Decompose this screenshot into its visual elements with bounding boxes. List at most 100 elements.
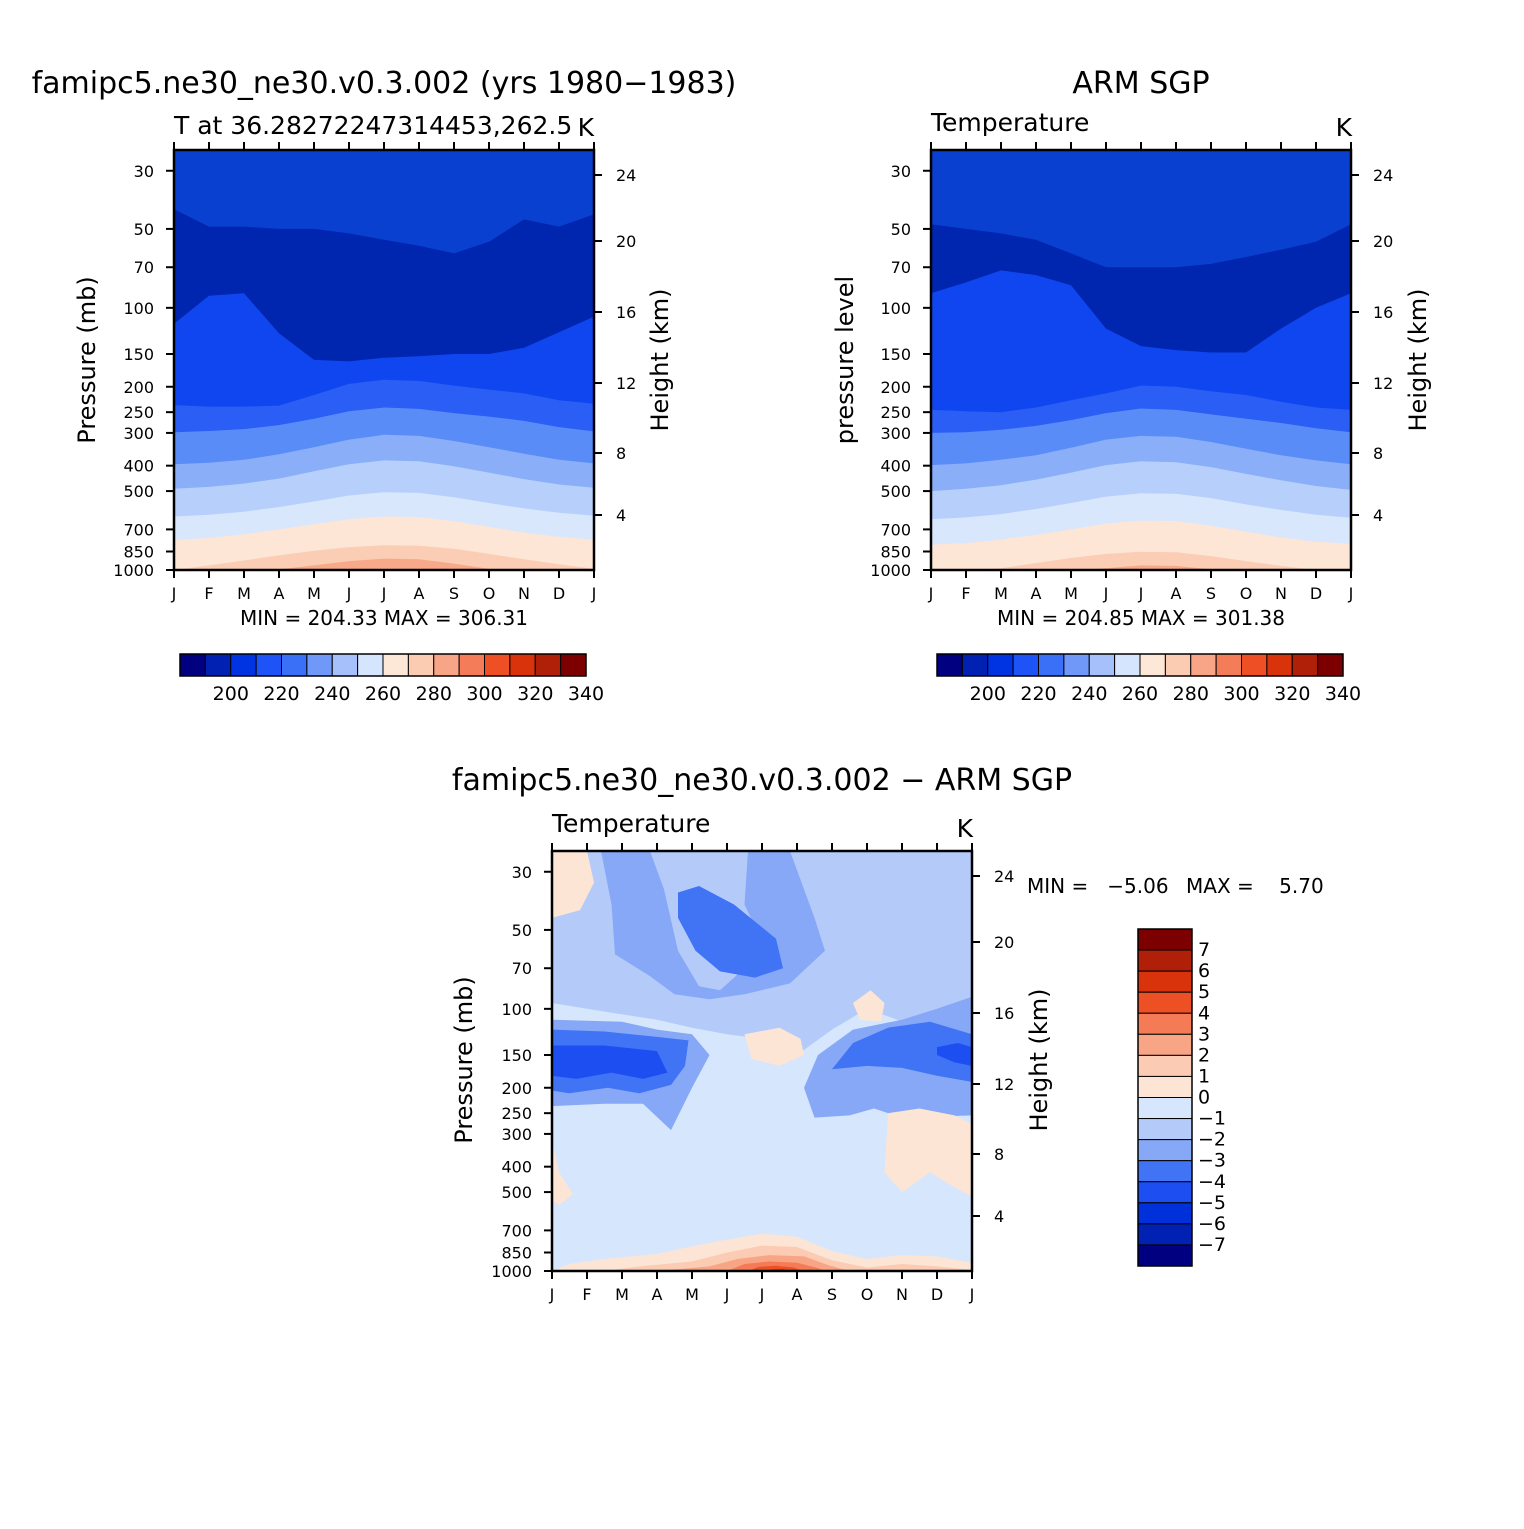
x-tick-label: S [449, 584, 459, 603]
colorbar-label: 300 [1223, 683, 1259, 705]
colorbar-box [1137, 928, 1193, 951]
y-tick-label: 30 [512, 863, 532, 882]
colorbar-box [1164, 653, 1192, 677]
contour-region [744, 1027, 804, 1066]
y-tick-label: 50 [891, 220, 911, 239]
panel-model-units-label: K [578, 113, 595, 142]
x-tick-label: A [1171, 584, 1182, 603]
colorbar-box [484, 653, 511, 677]
x-tick-label: M [615, 1285, 629, 1304]
colorbar-label: −3 [1198, 1150, 1226, 1172]
contour-fill-band [174, 558, 594, 570]
colorbar-box [1137, 1223, 1193, 1246]
contour-fill-band [931, 520, 1351, 570]
colorbar-box [509, 653, 536, 677]
colorbar-box [1137, 991, 1193, 1014]
y-tick-label: 100 [501, 1000, 532, 1019]
plot-frame [550, 849, 974, 1273]
colorbar-box [961, 653, 989, 677]
x-tick-label: J [724, 1285, 730, 1304]
y-tick-label: 150 [880, 345, 911, 364]
colorbar-label: 260 [1122, 683, 1158, 705]
y-tick-label: 700 [501, 1221, 532, 1240]
y2-tick-label: 20 [1373, 232, 1393, 251]
panel-obs-units-label: K [1336, 113, 1353, 142]
colorbar-label: 260 [365, 683, 401, 705]
y-tick-label: 150 [123, 345, 154, 364]
panel-diff-stats-max: MAX = 5.70 [1186, 874, 1324, 898]
colorbar-box [1088, 653, 1116, 677]
y2-tick-label: 20 [994, 933, 1014, 952]
colorbar-box [1137, 1118, 1193, 1141]
colorbar-box [1114, 653, 1141, 677]
colorbar-frame [1137, 928, 1193, 1267]
contour-region [552, 1141, 573, 1205]
colorbar-label: −4 [1198, 1171, 1226, 1193]
y-tick-label: 200 [501, 1079, 532, 1098]
colorbar-box [1012, 653, 1040, 677]
x-tick-label: A [1031, 584, 1042, 603]
y-tick-label: 50 [512, 921, 532, 940]
colorbar-box [1137, 1097, 1193, 1120]
panel-diff-plot: J F M A M J J A S O N D J 30 50 70 100 150 200 250 300 400 500… [491, 843, 1014, 1304]
x-tick-label: J [1103, 584, 1109, 603]
y-tick-label: 400 [123, 457, 154, 476]
colorbar-box [1137, 949, 1193, 972]
y-tick-label: 400 [880, 457, 911, 476]
y-tick-label: 300 [501, 1125, 532, 1144]
panel-diff-y2-axis-label: Height (km) [1025, 989, 1053, 1132]
x-tick-label: J [591, 584, 597, 603]
panel-model-colorbar: 200 220 240 260 280 300 320 340 [179, 653, 604, 705]
contour-region [853, 990, 885, 1022]
colorbar-box [560, 653, 587, 677]
panel-model-y2-axis-label: Height (km) [646, 289, 674, 432]
colorbar-label: 0 [1198, 1087, 1210, 1109]
colorbar-box [1317, 653, 1344, 677]
colorbar-box [1291, 653, 1319, 677]
x-tick-label: M [1064, 584, 1078, 603]
plot-frame [172, 148, 596, 572]
panel-obs-stats: MIN = 204.85 MAX = 301.38 [997, 606, 1285, 630]
panel-obs-title: ARM SGP [1072, 66, 1209, 101]
panel-diff-left-label: Temperature [551, 809, 710, 838]
colorbar-box [1190, 653, 1217, 677]
panel-diff-units-label: K [957, 814, 974, 843]
panel-obs-y-axis-label: pressure level [831, 276, 859, 444]
y2-tick-label: 12 [994, 1075, 1014, 1094]
y-tick-label: 250 [880, 403, 911, 422]
colorbar-label: 240 [1071, 683, 1107, 705]
y2-tick-label: 20 [616, 232, 636, 251]
y-tick-label: 250 [501, 1104, 532, 1123]
colorbar-box [1137, 1139, 1193, 1162]
y2-tick-label: 24 [994, 867, 1014, 886]
x-tick-label: M [685, 1285, 699, 1304]
x-tick-label: N [896, 1285, 908, 1304]
x-tick-label: M [994, 584, 1008, 603]
colorbar-box [281, 653, 308, 677]
y2-tick-label: 16 [616, 303, 636, 322]
colorbar-label: 5 [1198, 981, 1210, 1003]
panel-model-left-label: T at 36.28272247314453,262.5 [173, 111, 572, 140]
y-tick-label: 70 [134, 258, 154, 277]
contour-region [748, 1265, 804, 1271]
y-tick-label: 500 [501, 1183, 532, 1202]
colorbar-box [534, 653, 562, 677]
panel-model-plot: J F M A M J J A S O N D J 30 50 70 100 150 200 250 300 400 500… [113, 142, 636, 603]
y2-tick-label: 24 [616, 166, 636, 185]
panel-model-stats: MIN = 204.33 MAX = 306.31 [240, 606, 528, 630]
y-tick-label: 50 [134, 220, 154, 239]
colorbar-label: 220 [1020, 683, 1056, 705]
colorbar-label: 1 [1198, 1065, 1210, 1087]
colorbar-label: 280 [1173, 683, 1209, 705]
contour-region [552, 851, 594, 918]
y-tick-label: 70 [512, 959, 532, 978]
y-tick-label: 1000 [870, 561, 911, 580]
colorbar-box [458, 653, 486, 677]
colorbar-box [1139, 653, 1166, 677]
colorbar-label: 340 [1325, 683, 1361, 705]
x-tick-label: A [652, 1285, 663, 1304]
colorbar-box [179, 653, 206, 677]
contour-region [884, 1108, 972, 1197]
colorbar-label: 6 [1198, 960, 1210, 982]
